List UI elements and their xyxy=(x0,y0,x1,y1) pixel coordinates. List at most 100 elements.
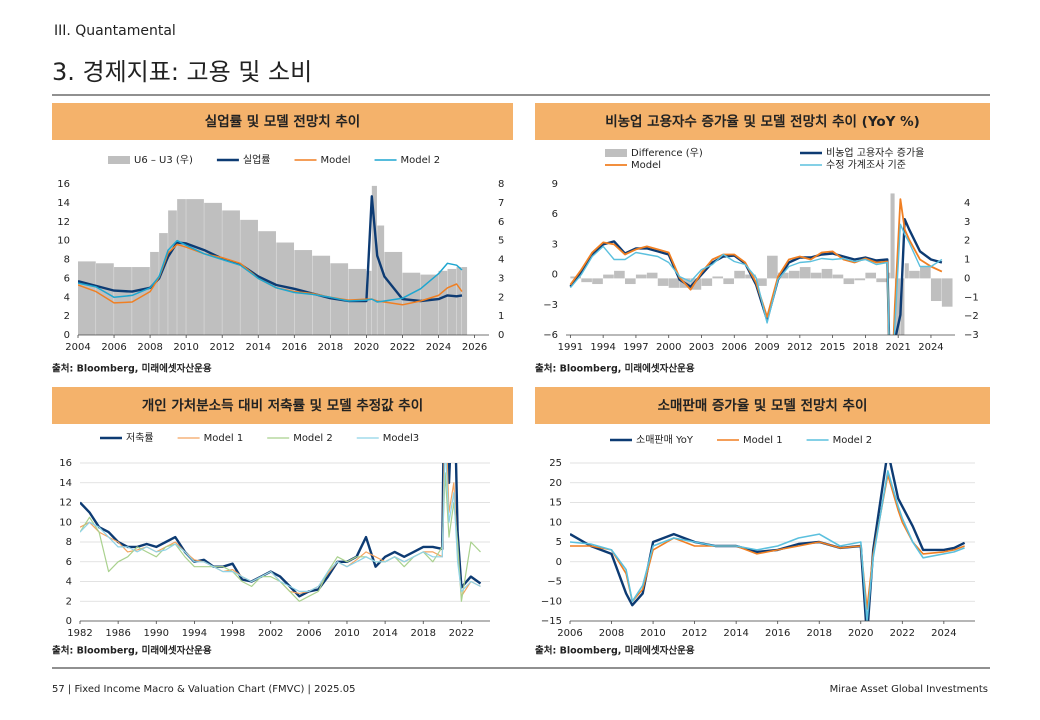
panel-title-bar xyxy=(535,387,990,424)
y-tick-label: 0 xyxy=(66,616,72,627)
x-tick-label: 2018 xyxy=(807,628,832,639)
y2-tick-label: −3 xyxy=(964,330,979,341)
bar xyxy=(657,278,669,286)
y2-tick-label: 2 xyxy=(964,236,970,247)
legend-label: 소매판매 YoY xyxy=(636,434,694,446)
y2-tick-label: 1 xyxy=(964,255,970,266)
bar xyxy=(865,272,877,279)
bar xyxy=(592,278,603,285)
x-tick-label: 2016 xyxy=(282,342,307,353)
y-tick-label: 2 xyxy=(64,311,70,322)
plot-area xyxy=(80,463,482,602)
bar xyxy=(876,278,887,283)
x-tick-label: 2014 xyxy=(372,628,397,639)
bar xyxy=(821,268,833,279)
y-tick-label: 25 xyxy=(549,458,562,469)
source-note: 출처: Bloomberg, 미래에셋자산운용 xyxy=(52,645,212,657)
legend-label: Model 2 xyxy=(833,435,873,446)
bar xyxy=(810,272,822,279)
bar xyxy=(625,278,636,285)
x-tick-label: 2021 xyxy=(885,342,910,353)
y-tick-label: 8 xyxy=(66,537,72,548)
x-tick-label: 2006 xyxy=(722,342,747,353)
y2-tick-label: 1 xyxy=(498,311,504,322)
x-tick-label: 2008 xyxy=(599,628,624,639)
y2-tick-label: 2 xyxy=(498,292,504,303)
line-series xyxy=(80,463,481,592)
x-tick-label: 2010 xyxy=(334,628,359,639)
line-series xyxy=(569,198,943,335)
bar xyxy=(186,199,204,335)
y-tick-label: 10 xyxy=(549,517,562,528)
x-tick-label: 2020 xyxy=(354,342,379,353)
footer-right: Mirae Asset Global Investments xyxy=(830,684,988,695)
bar xyxy=(447,268,457,335)
y-tick-label: 6 xyxy=(552,209,558,220)
legend-label: Model3 xyxy=(383,433,419,444)
x-tick-label: 2002 xyxy=(258,628,283,639)
panel-title: 비농업 고용자수 증가율 및 모델 전망치 추이 (YoY %) xyxy=(605,113,920,130)
bar xyxy=(690,278,702,290)
x-tick-label: 2026 xyxy=(462,342,487,353)
bar xyxy=(723,278,734,285)
legend-label: U6 – U3 (우) xyxy=(134,154,193,166)
x-tick-label: 1990 xyxy=(144,628,169,639)
y-tick-label: 12 xyxy=(57,217,70,228)
y-tick-label: 5 xyxy=(556,537,562,548)
legend-swatch xyxy=(108,156,130,164)
y-tick-label: 9 xyxy=(552,179,558,190)
x-tick-label: 1997 xyxy=(623,342,648,353)
bar xyxy=(581,278,592,283)
bar xyxy=(854,278,866,281)
bar xyxy=(767,255,778,279)
y-tick-label: −3 xyxy=(543,300,558,311)
x-tick-label: 1994 xyxy=(182,628,207,639)
y2-tick-label: 4 xyxy=(498,255,504,266)
legend-label: Model 1 xyxy=(204,433,244,444)
bar xyxy=(756,278,767,286)
bar xyxy=(832,274,844,279)
bar xyxy=(900,278,905,335)
bar xyxy=(930,278,942,302)
bar xyxy=(712,276,724,279)
x-tick-label: 2018 xyxy=(318,342,343,353)
x-tick-label: 2012 xyxy=(787,342,812,353)
bar xyxy=(745,274,756,279)
y-tick-label: 4 xyxy=(66,577,72,588)
bar xyxy=(890,193,895,279)
bar xyxy=(96,263,114,335)
bar xyxy=(635,274,647,279)
x-tick-label: 2006 xyxy=(296,628,321,639)
footer-left: 57 | Fixed Income Macro & Valuation Char… xyxy=(52,684,355,695)
panel-title: 소매판매 증가율 및 모델 전망치 추이 xyxy=(658,397,868,414)
y2-tick-label: −1 xyxy=(964,292,979,303)
line-series xyxy=(78,239,463,303)
panel-title: 실업률 및 모델 전망치 추이 xyxy=(205,113,360,130)
x-tick-label: 2006 xyxy=(557,628,582,639)
line-series xyxy=(80,472,481,602)
x-tick-label: 2012 xyxy=(682,628,707,639)
legend-label: Model 2 xyxy=(293,433,333,444)
line-series xyxy=(570,463,966,621)
x-tick-label: 2000 xyxy=(656,342,681,353)
line-series xyxy=(569,223,943,335)
bar xyxy=(420,274,439,335)
y2-tick-label: 3 xyxy=(964,217,970,228)
y-tick-label: 0 xyxy=(64,330,70,341)
x-tick-label: 1998 xyxy=(220,628,245,639)
y-tick-label: 6 xyxy=(64,273,70,284)
x-tick-label: 2010 xyxy=(173,342,198,353)
y-tick-label: −10 xyxy=(541,596,562,607)
bar xyxy=(668,278,680,288)
legend-label: Difference (우) xyxy=(631,147,703,159)
x-tick-label: 2024 xyxy=(931,628,956,639)
bar xyxy=(78,261,96,335)
x-tick-label: 2022 xyxy=(390,342,415,353)
bar xyxy=(240,219,258,335)
source-note: 출처: Bloomberg, 미래에셋자산운용 xyxy=(535,645,695,657)
bar xyxy=(614,270,625,279)
page-title: 3. 경제지표: 고용 및 소비 xyxy=(52,58,312,86)
x-tick-label: 2022 xyxy=(449,628,474,639)
x-tick-label: 1994 xyxy=(590,342,615,353)
